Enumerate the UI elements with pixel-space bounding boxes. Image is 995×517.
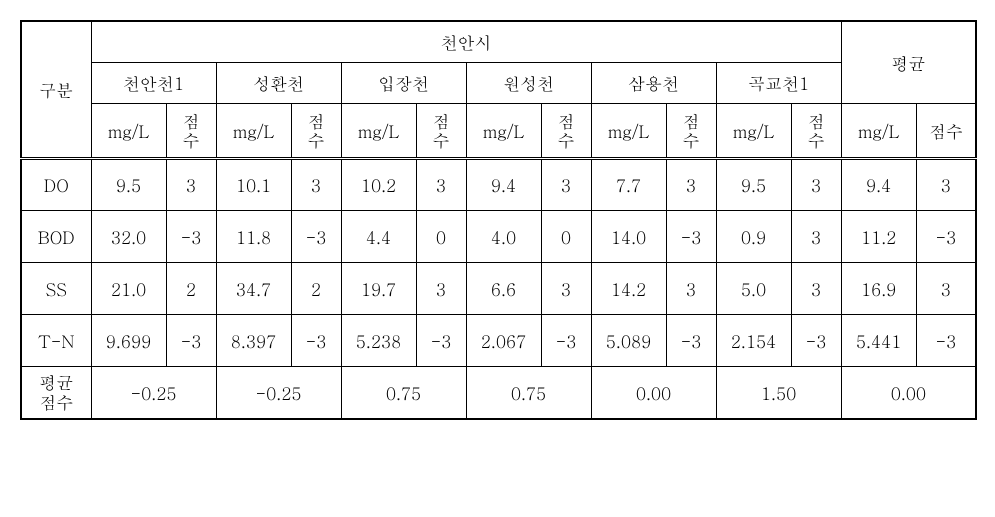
water-quality-table: 구분천안시평균천안천1성환천입장천원성천삼용천곡교천1mg/L점 수mg/L점 … xyxy=(20,20,977,420)
cell-value: 7.7 xyxy=(591,159,666,211)
header-score: 점 수 xyxy=(541,104,591,159)
cell-value: 6.6 xyxy=(466,263,541,315)
row-label: T-N xyxy=(21,315,91,367)
cell-score: 3 xyxy=(541,159,591,211)
avg-row-value: 0.00 xyxy=(591,367,716,419)
cell-value: 4.4 xyxy=(341,211,416,263)
cell-value: 5.0 xyxy=(716,263,791,315)
cell-value: 10.1 xyxy=(216,159,291,211)
cell-score: -3 xyxy=(541,315,591,367)
cell-value: 9.699 xyxy=(91,315,166,367)
header-score: 점 수 xyxy=(791,104,841,159)
cell-value: 32.0 xyxy=(91,211,166,263)
cell-avg-score: -3 xyxy=(916,211,976,263)
avg-row-label: 평균 점수 xyxy=(21,367,91,419)
avg-row-value: 0.75 xyxy=(341,367,466,419)
header-avg-score: 점수 xyxy=(916,104,976,159)
cell-value: 2.067 xyxy=(466,315,541,367)
cell-score: 0 xyxy=(416,211,466,263)
cell-score: 3 xyxy=(791,263,841,315)
cell-avg-value: 5.441 xyxy=(841,315,916,367)
header-mgl: mg/L xyxy=(591,104,666,159)
cell-value: 14.2 xyxy=(591,263,666,315)
cell-value: 14.0 xyxy=(591,211,666,263)
cell-value: 21.0 xyxy=(91,263,166,315)
row-label: SS xyxy=(21,263,91,315)
header-gubun: 구분 xyxy=(21,21,91,159)
cell-score: 3 xyxy=(416,159,466,211)
avg-row-value: 1.50 xyxy=(716,367,841,419)
header-average: 평균 xyxy=(841,21,976,104)
cell-value: 19.7 xyxy=(341,263,416,315)
cell-value: 8.397 xyxy=(216,315,291,367)
cell-avg-value: 9.4 xyxy=(841,159,916,211)
cell-score: -3 xyxy=(166,211,216,263)
cell-avg-score: 3 xyxy=(916,159,976,211)
cell-score: 3 xyxy=(166,159,216,211)
cell-value: 9.5 xyxy=(91,159,166,211)
cell-value: 10.2 xyxy=(341,159,416,211)
cell-score: 3 xyxy=(791,211,841,263)
cell-score: -3 xyxy=(166,315,216,367)
header-station: 성환천 xyxy=(216,63,341,104)
header-mgl: mg/L xyxy=(91,104,166,159)
cell-value: 0.9 xyxy=(716,211,791,263)
cell-score: 3 xyxy=(416,263,466,315)
header-score: 점 수 xyxy=(416,104,466,159)
cell-score: -3 xyxy=(666,211,716,263)
header-station: 삼용천 xyxy=(591,63,716,104)
cell-avg-value: 16.9 xyxy=(841,263,916,315)
cell-avg-value: 11.2 xyxy=(841,211,916,263)
cell-score: 2 xyxy=(166,263,216,315)
cell-avg-score: 3 xyxy=(916,263,976,315)
cell-value: 5.238 xyxy=(341,315,416,367)
header-avg-mgl: mg/L xyxy=(841,104,916,159)
header-mgl: mg/L xyxy=(716,104,791,159)
cell-value: 5.089 xyxy=(591,315,666,367)
cell-score: -3 xyxy=(291,211,341,263)
cell-score: -3 xyxy=(791,315,841,367)
cell-score: 0 xyxy=(541,211,591,263)
cell-avg-score: -3 xyxy=(916,315,976,367)
row-label: DO xyxy=(21,159,91,211)
avg-row-value: 0.75 xyxy=(466,367,591,419)
header-station: 천안천1 xyxy=(91,63,216,104)
cell-value: 11.8 xyxy=(216,211,291,263)
cell-score: -3 xyxy=(666,315,716,367)
cell-value: 9.5 xyxy=(716,159,791,211)
cell-score: 3 xyxy=(291,159,341,211)
header-station: 원성천 xyxy=(466,63,591,104)
avg-row-value: -0.25 xyxy=(91,367,216,419)
cell-score: 3 xyxy=(666,159,716,211)
header-mgl: mg/L xyxy=(341,104,416,159)
cell-score: 3 xyxy=(791,159,841,211)
header-score: 점 수 xyxy=(291,104,341,159)
cell-score: 2 xyxy=(291,263,341,315)
cell-value: 2.154 xyxy=(716,315,791,367)
cell-score: -3 xyxy=(416,315,466,367)
header-city: 천안시 xyxy=(91,21,841,63)
avg-row-total: 0.00 xyxy=(841,367,976,419)
cell-score: 3 xyxy=(666,263,716,315)
header-station: 입장천 xyxy=(341,63,466,104)
row-label: BOD xyxy=(21,211,91,263)
header-score: 점 수 xyxy=(166,104,216,159)
cell-score: 3 xyxy=(541,263,591,315)
header-mgl: mg/L xyxy=(466,104,541,159)
header-score: 점 수 xyxy=(666,104,716,159)
header-mgl: mg/L xyxy=(216,104,291,159)
cell-score: -3 xyxy=(291,315,341,367)
cell-value: 4.0 xyxy=(466,211,541,263)
header-station: 곡교천1 xyxy=(716,63,841,104)
cell-value: 9.4 xyxy=(466,159,541,211)
avg-row-value: -0.25 xyxy=(216,367,341,419)
cell-value: 34.7 xyxy=(216,263,291,315)
